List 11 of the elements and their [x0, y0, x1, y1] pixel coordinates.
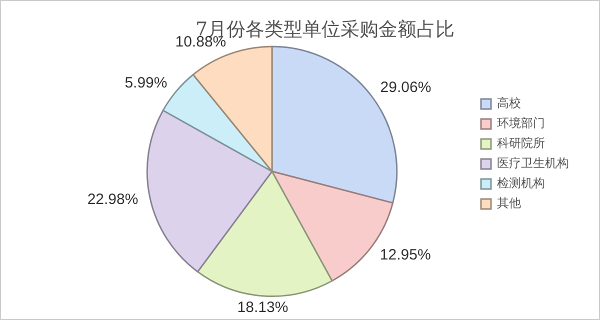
legend-label: 检测机构 [497, 176, 545, 190]
legend-label: 环境部门 [497, 116, 545, 130]
data-label: 12.95% [380, 246, 431, 264]
data-label: 5.99% [124, 74, 168, 92]
legend-label: 科研院所 [497, 136, 545, 150]
legend-label: 其他 [497, 196, 521, 210]
data-label: 29.06% [380, 78, 432, 96]
data-label: 22.98% [87, 191, 138, 208]
data-label: 18.13% [237, 299, 288, 316]
legend-label: 医疗卫生机构 [497, 156, 569, 170]
legend-label: 高校 [497, 96, 521, 110]
